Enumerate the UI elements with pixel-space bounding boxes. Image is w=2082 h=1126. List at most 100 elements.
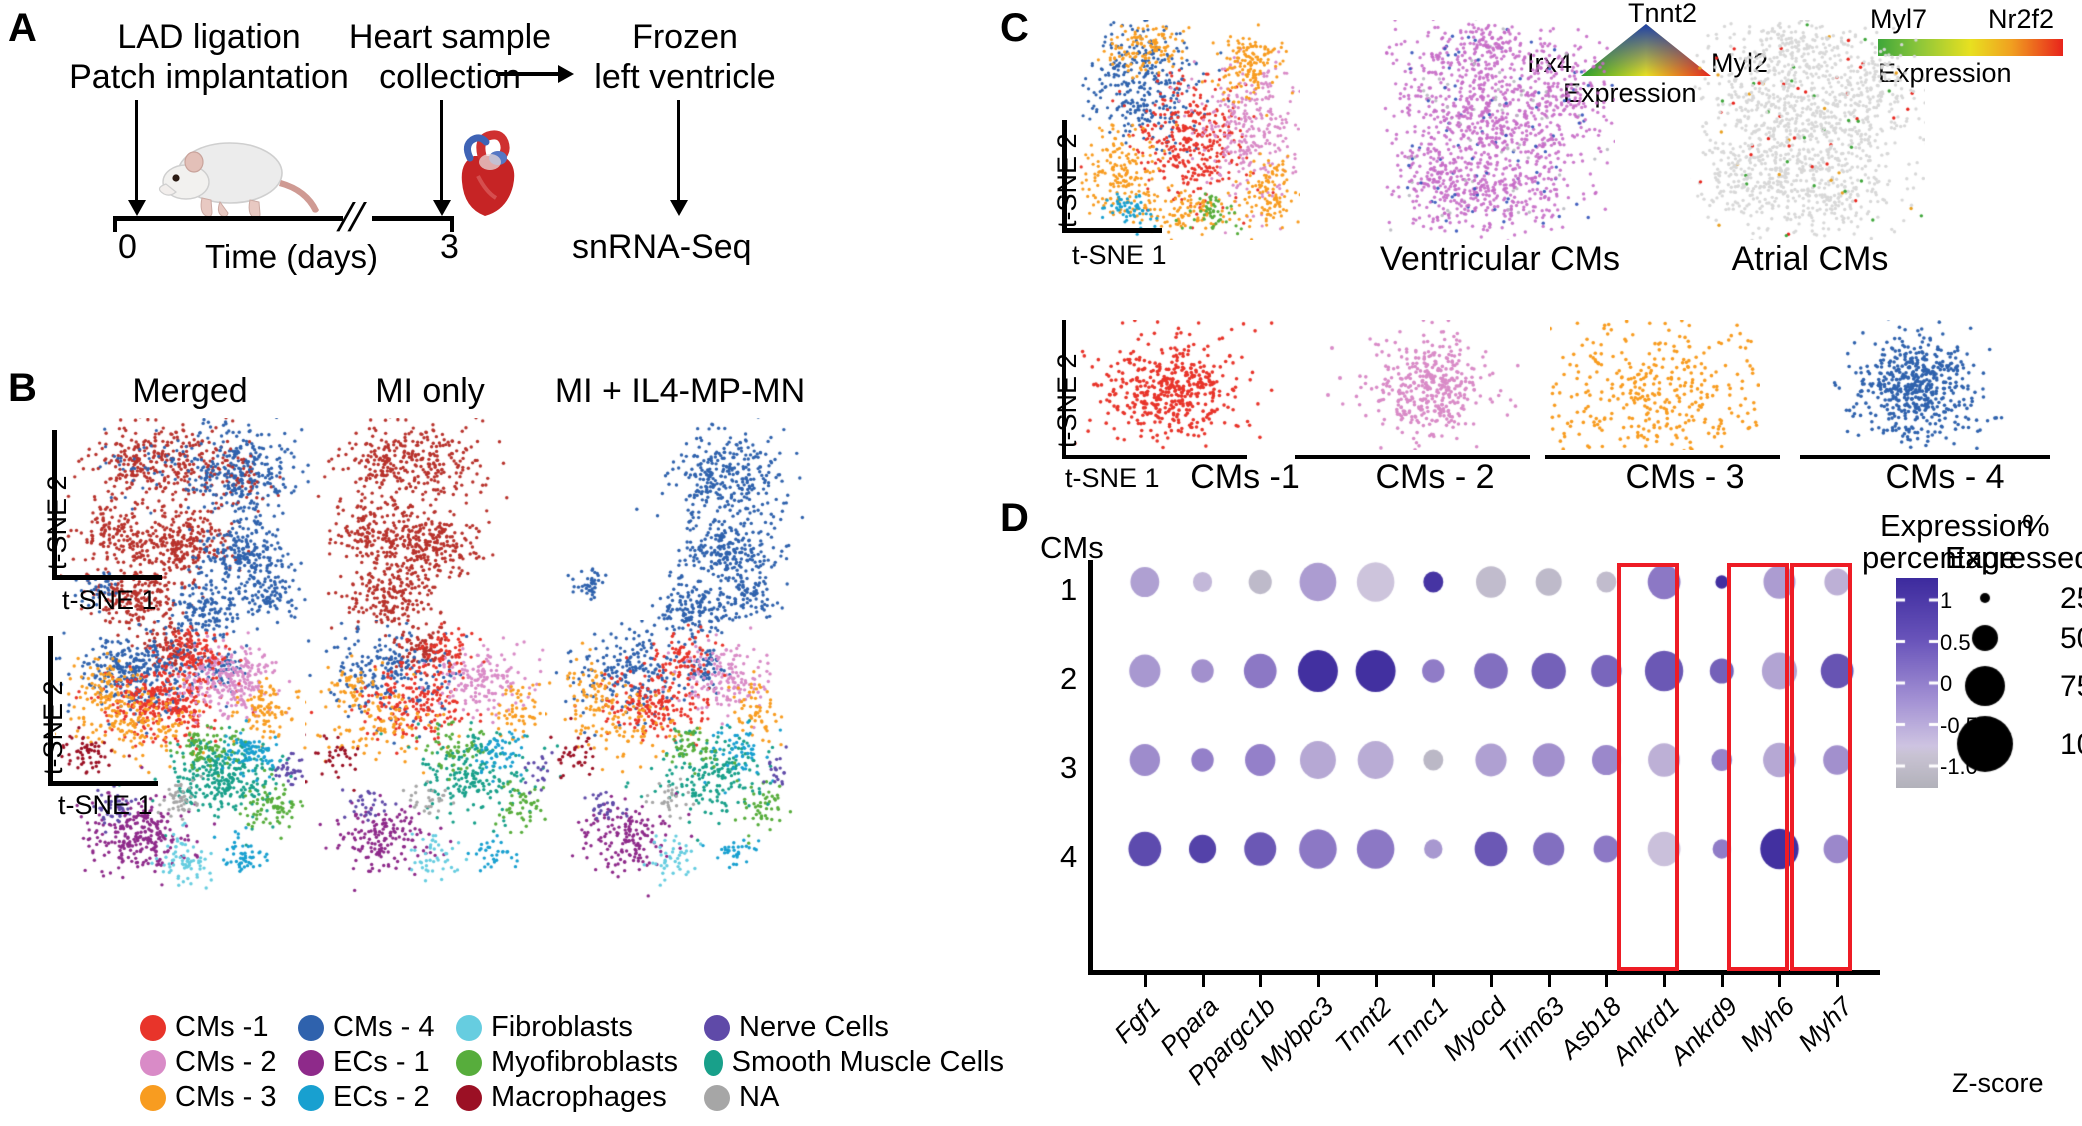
panel-c-letter: C <box>1000 6 1029 50</box>
panel-b-row1-ylabel: t-SNE 2 <box>42 475 72 570</box>
panel-a-step-3-line1: Frozen <box>632 18 738 56</box>
panel-b-row1-yaxis <box>52 430 57 580</box>
panel-b-letter: B <box>8 366 37 410</box>
legend-label: Smooth Muscle Cells <box>731 1046 1004 1078</box>
highlight-box-ankrd1 <box>1617 563 1679 971</box>
legend-item-cms-3[interactable]: CMs - 3 <box>140 1080 290 1115</box>
legend-label: NA <box>739 1081 780 1113</box>
panel-a-horizontal-arrow-head <box>558 65 574 83</box>
panel-a-timeline-break: // <box>333 196 369 240</box>
panel-a-step-1-line1: LAD ligation <box>117 18 301 56</box>
colorbar-tick-label: 1 <box>1940 588 1953 613</box>
legend-swatch <box>140 1084 166 1111</box>
legend-item-ecs-1[interactable]: ECs - 1 <box>298 1045 448 1080</box>
panel-c-top-xaxis <box>1062 228 1162 233</box>
panel-d-size-legend-ticks: 25 50 75 100 <box>2010 576 2082 776</box>
legend-item-cms-4[interactable]: CMs - 4 <box>298 1010 448 1045</box>
panel-a-arrow-2-head <box>433 200 451 216</box>
legend-item-smooth-muscle-cells[interactable]: Smooth Muscle Cells <box>704 1045 1004 1080</box>
legend-item-cms-1[interactable]: CMs -1 <box>140 1010 290 1045</box>
legend-item-fibroblasts[interactable]: Fibroblasts <box>456 1010 696 1045</box>
triangle-legend-top-label: Tnnt2 <box>1628 0 1698 28</box>
panel-d-y-axis-title: CMs <box>1040 530 1104 565</box>
panel-d-gene-tick <box>1432 975 1436 987</box>
legend-swatch <box>456 1014 482 1041</box>
panel-d-gene-tick <box>1778 975 1782 987</box>
legend-swatch <box>140 1014 166 1041</box>
panel-d-legend-size-title-l1: % <box>2022 508 2050 543</box>
panel-b-col-title-3: MI + IL4-MP-MN <box>554 372 806 410</box>
heart-icon <box>461 130 515 216</box>
panel-a-step-2-line2: collection <box>379 58 521 96</box>
legend-label: CMs - 4 <box>333 1011 435 1043</box>
legend-item-ecs-2[interactable]: ECs - 2 <box>298 1080 448 1115</box>
legend-item-cms-2[interactable]: CMs - 2 <box>140 1045 290 1080</box>
legend-swatch <box>140 1049 166 1076</box>
panel-c-bottom-title-2: CMs - 2 <box>1375 458 1495 496</box>
panel-c-tsne-clusters <box>1075 20 1300 240</box>
panel-d-row-label-4: 4 <box>1060 839 1078 874</box>
panel-d-size-legend <box>1955 576 2082 776</box>
legend-item-na[interactable]: NA <box>704 1080 1004 1115</box>
legend-swatch <box>298 1084 324 1111</box>
panel-a-step-2-line1: Heart sample <box>348 18 552 56</box>
highlight-box-myh6 <box>1727 563 1789 971</box>
panel-d-gene-tick <box>1143 975 1147 987</box>
panel-d-legend-expression-title-l1: Expression <box>1880 508 2034 543</box>
panel-c-bottom-xaxis-4 <box>1800 455 2050 459</box>
panel-a-timeline-right <box>372 216 454 221</box>
panel-d-gene-tick <box>1490 975 1493 987</box>
legend-swatch <box>456 1049 482 1076</box>
panel-a-step-3-line2: left ventricle <box>594 58 776 96</box>
size-legend-tick-label: 25 <box>2060 582 2082 615</box>
panel-c-cms1-scatter <box>1075 320 1275 450</box>
panel-d-legend-size-title-l2: Expressed <box>1945 540 2082 575</box>
size-legend-tick-label: 75 <box>2060 670 2082 703</box>
panel-b-row2-xlabel: t-SNE 1 <box>58 790 153 820</box>
legend-swatch <box>298 1049 324 1076</box>
panel-d-gene-tick <box>1663 975 1667 987</box>
panel-d-gene-tick <box>1316 975 1320 987</box>
legend-label: CMs -1 <box>175 1011 269 1043</box>
size-legend-tick-label: 100 <box>2060 728 2082 761</box>
panel-d-colorbar <box>1896 578 1938 788</box>
colorbar-tick-label: 0 <box>1940 671 1953 696</box>
panel-c-cms3-scatter <box>1550 320 1760 450</box>
panel-d-gene-tick <box>1547 975 1551 987</box>
panel-d-gene-tick <box>1201 975 1205 987</box>
panel-d-gene-tick <box>1605 975 1609 987</box>
panel-c-top-yaxis <box>1062 120 1067 232</box>
panel-a-arrow-1-head <box>128 200 146 216</box>
panel-d-zscore-label: Z-score <box>1952 1068 2044 1098</box>
panel-c-bottom-title-3: CMs - 3 <box>1625 458 1745 496</box>
highlight-box-myh7 <box>1790 563 1852 971</box>
panel-c-top-ylabel: t-SNE 2 <box>1052 133 1082 228</box>
panel-c-title-ventricular: Ventricular CMs <box>1380 240 1620 278</box>
legend-swatch <box>704 1014 730 1041</box>
legend-swatch <box>456 1084 482 1111</box>
panel-d-gene-tick <box>1374 975 1378 987</box>
legend-label: CMs - 3 <box>175 1081 277 1113</box>
panel-b-row2-xaxis <box>48 781 158 786</box>
panel-b-tsne-merged-row2 <box>55 620 325 920</box>
legend-label: ECs - 1 <box>333 1046 430 1078</box>
panel-a-tick-3-label: 3 <box>440 228 459 266</box>
panel-a-time-axis-label: Time (days) <box>205 238 378 275</box>
legend-item-macrophages[interactable]: Macrophages <box>456 1080 696 1115</box>
panel-a-horizontal-arrow-shaft <box>496 72 562 76</box>
panel-a-tick-3 <box>450 216 454 232</box>
panel-c-bottom-yaxis <box>1062 320 1066 455</box>
panel-c-bottom-xaxis-3 <box>1545 455 1780 459</box>
legend-swatch <box>704 1084 730 1111</box>
panel-a-arrow-3-head <box>670 200 688 216</box>
panel-d-gene-tick <box>1720 975 1724 987</box>
panel-c-tsne-ventricular <box>1380 20 1615 240</box>
panel-c-bottom-title-4: CMs - 4 <box>1885 458 2005 496</box>
panel-c-bottom-ylabel: t-SNE 2 <box>1052 353 1082 448</box>
panel-d-row-label-2: 2 <box>1060 661 1078 696</box>
panel-a-arrow-3-shaft <box>677 100 680 205</box>
legend-item-myofibroblasts[interactable]: Myofibroblasts <box>456 1045 696 1080</box>
panel-d-gene-tick <box>1836 975 1840 987</box>
panel-b-row2-ylabel: t-SNE 2 <box>38 680 68 775</box>
legend-item-nerve-cells[interactable]: Nerve Cells <box>704 1010 1004 1045</box>
